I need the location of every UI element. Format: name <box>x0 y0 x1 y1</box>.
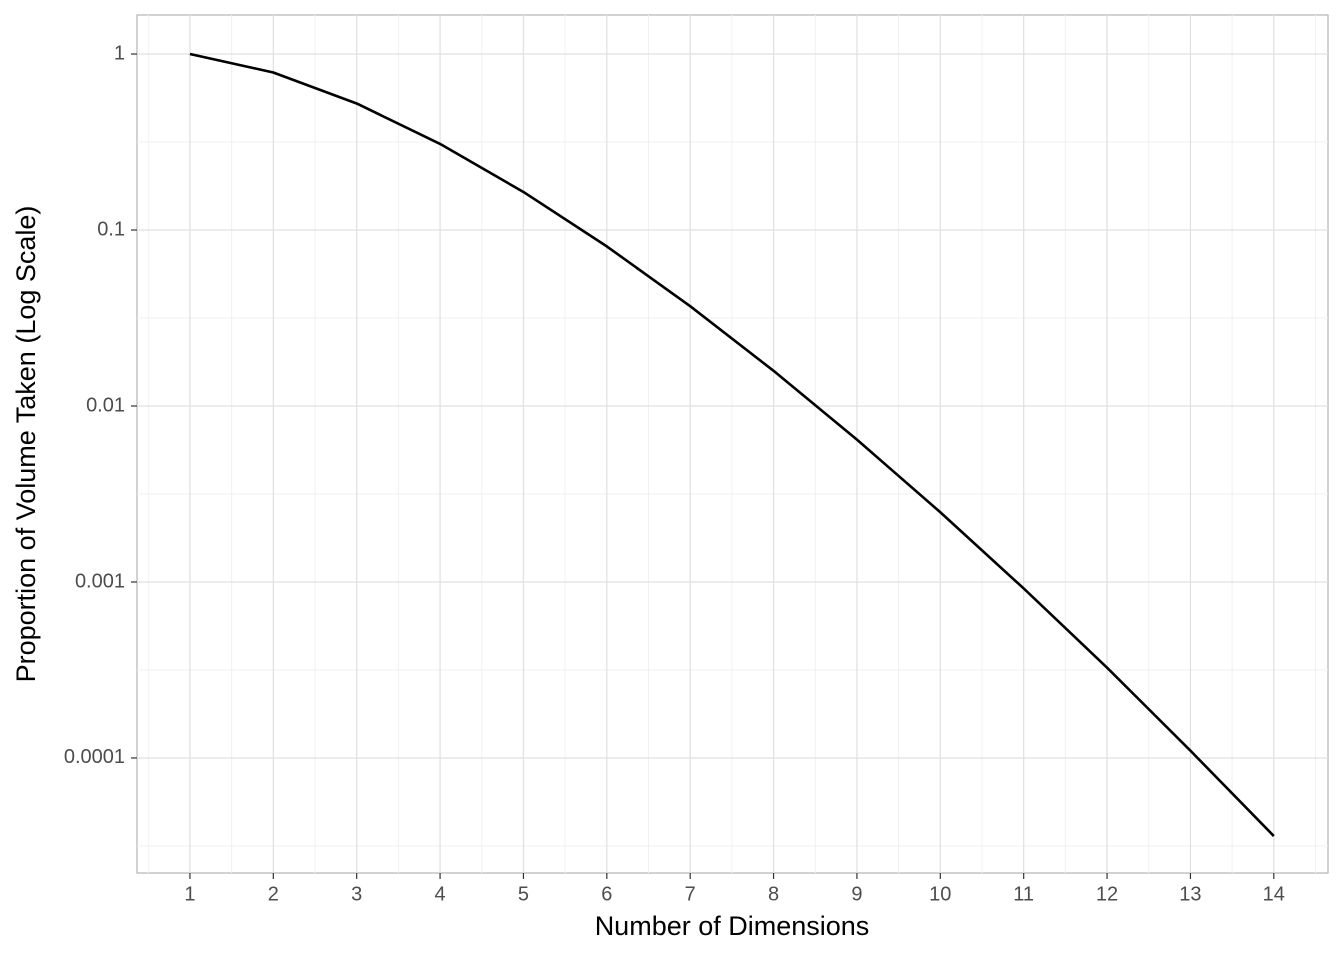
x-tick-label: 8 <box>768 883 779 905</box>
plot-panel <box>136 14 1329 874</box>
y-tick-label: 0.01 <box>86 394 125 416</box>
marks <box>189 52 1275 837</box>
x-tick-label: 11 <box>1013 883 1034 905</box>
x-tick-label: 13 <box>1179 883 1201 905</box>
x-tick-label: 12 <box>1096 883 1118 905</box>
x-tick-label: 4 <box>435 883 446 905</box>
x-tick-label: 10 <box>929 883 951 905</box>
y-tick-label: 0.001 <box>75 570 125 592</box>
x-tick-label: 6 <box>601 883 612 905</box>
y-tick-label: 0.0001 <box>64 746 125 768</box>
x-tick-label: 7 <box>685 883 696 905</box>
y-tick-label: 1 <box>114 42 125 64</box>
x-tick-label: 2 <box>268 883 279 905</box>
y-tick-label: 0.1 <box>97 218 125 240</box>
x-tick-label: 1 <box>184 883 195 905</box>
x-tick-label: 14 <box>1263 883 1285 905</box>
x-tick-label: 9 <box>851 883 862 905</box>
x-tick-label: 5 <box>518 883 529 905</box>
data-line <box>189 52 1275 837</box>
y-axis-title: Proportion of Volume Taken (Log Scale) <box>11 206 41 683</box>
x-axis-title: Number of Dimensions <box>595 911 870 941</box>
x-tick-label: 3 <box>351 883 362 905</box>
